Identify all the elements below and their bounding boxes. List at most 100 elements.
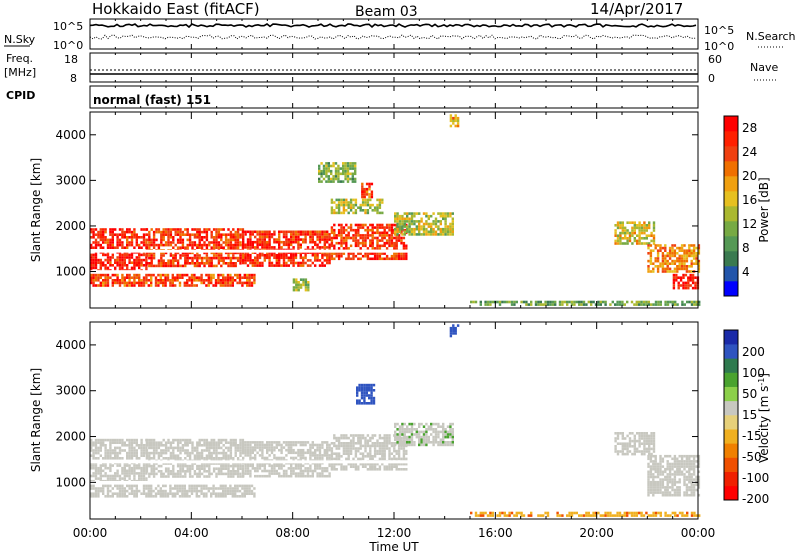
- data-cell: [150, 441, 153, 444]
- data-cell: [454, 326, 457, 330]
- data-cell: [664, 467, 667, 471]
- data-cell: [636, 224, 639, 227]
- data-cell: [302, 264, 305, 267]
- data-cell: [372, 383, 376, 387]
- data-cell: [369, 241, 372, 245]
- data-cell: [314, 451, 317, 455]
- data-cell: [621, 432, 624, 435]
- data-cell: [169, 451, 173, 455]
- data-cell: [126, 444, 129, 447]
- data-cell: [451, 217, 454, 221]
- data-cell: [451, 225, 454, 228]
- data-cell: [176, 457, 180, 460]
- data-cell: [643, 432, 646, 435]
- data-cell: [275, 253, 278, 257]
- data-cell: [678, 462, 681, 466]
- data-cell: [449, 443, 452, 447]
- data-cell: [224, 451, 228, 455]
- data-cell: [150, 470, 153, 473]
- data-cell: [275, 259, 278, 262]
- data-cell: [193, 457, 197, 460]
- data-cell: [442, 425, 445, 428]
- data-cell: [373, 452, 377, 455]
- data-cell: [400, 457, 403, 461]
- data-cell: [290, 469, 293, 473]
- data-cell: [241, 281, 244, 285]
- data-cell: [193, 236, 197, 239]
- data-cell: [316, 256, 319, 260]
- data-cell: [652, 442, 656, 445]
- data-cell: [666, 252, 669, 255]
- data-cell: [659, 478, 662, 481]
- data-cell: [628, 432, 632, 435]
- data-cell: [659, 483, 662, 487]
- data-cell: [358, 399, 361, 402]
- data-cell: [94, 253, 98, 257]
- data-cell: [664, 267, 667, 271]
- data-cell: [434, 220, 438, 223]
- power-heatmap-data: [90, 114, 701, 306]
- data-cell: [212, 492, 215, 495]
- data-cell: [273, 246, 276, 249]
- data-cell: [393, 457, 396, 461]
- data-cell: [217, 243, 221, 247]
- data-cell: [133, 451, 136, 455]
- data-cell: [345, 203, 348, 207]
- data-cell: [349, 439, 353, 442]
- data-cell: [357, 436, 360, 440]
- data-cell: [383, 439, 386, 442]
- data-cell: [366, 452, 370, 455]
- data-cell: [678, 257, 681, 260]
- data-cell: [385, 231, 389, 235]
- data-cell: [643, 224, 646, 227]
- data-cell: [501, 511, 504, 515]
- data-cell: [330, 164, 333, 168]
- data-cell: [227, 256, 230, 260]
- data-cell: [692, 491, 696, 494]
- data-cell: [413, 428, 416, 431]
- data-cell: [628, 439, 632, 443]
- data-cell: [266, 443, 269, 447]
- data-cell: [212, 228, 216, 231]
- data-cell: [219, 273, 222, 277]
- data-cell: [323, 259, 326, 262]
- data-cell: [184, 475, 187, 478]
- data-cell: [244, 230, 247, 234]
- data-cell: [148, 256, 151, 260]
- data-cell: [130, 449, 134, 452]
- data-cell: [364, 228, 367, 232]
- data-cell: [92, 484, 95, 488]
- data-cell: [198, 475, 201, 478]
- data-cell: [268, 464, 271, 468]
- data-cell: [138, 279, 141, 282]
- data-cell: [109, 241, 112, 244]
- data-cell: [664, 470, 667, 474]
- data-cell: [320, 172, 323, 176]
- data-cell: [390, 223, 394, 227]
- data-cell: [513, 303, 516, 306]
- data-cell: [401, 425, 404, 428]
- data-cell: [210, 444, 213, 447]
- data-cell: [164, 444, 168, 447]
- data-cell: [352, 462, 355, 466]
- data-cell: [378, 257, 382, 261]
- data-cell: [236, 243, 240, 247]
- data-cell: [275, 238, 278, 241]
- data-cell: [251, 243, 254, 247]
- data-cell: [273, 238, 276, 241]
- data-cell: [672, 279, 676, 282]
- data-cell: [340, 462, 343, 466]
- data-cell: [254, 264, 257, 267]
- data-cell: [354, 180, 357, 183]
- data-cell: [150, 495, 153, 498]
- data-cell: [406, 435, 409, 439]
- data-cell: [334, 169, 338, 173]
- data-cell: [140, 258, 143, 262]
- data-cell: [631, 439, 634, 443]
- data-cell: [439, 441, 442, 444]
- data-cell: [191, 475, 194, 478]
- data-cell: [123, 492, 126, 495]
- data-cell: [282, 456, 286, 460]
- data-cell: [155, 444, 158, 447]
- data-cell: [690, 478, 693, 481]
